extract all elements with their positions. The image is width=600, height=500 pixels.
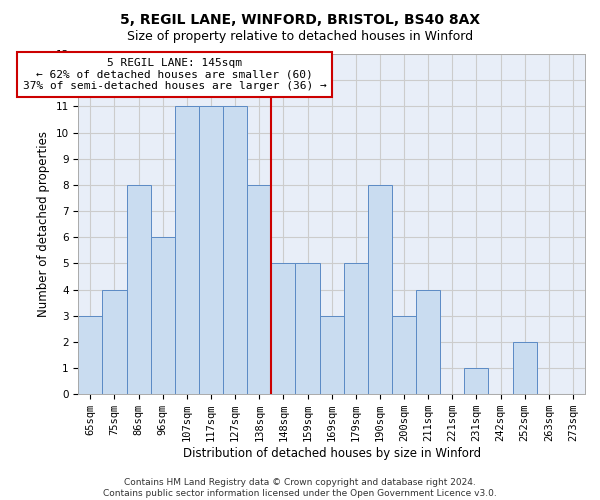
Bar bbox=[151, 237, 175, 394]
Text: 5, REGIL LANE, WINFORD, BRISTOL, BS40 8AX: 5, REGIL LANE, WINFORD, BRISTOL, BS40 8A… bbox=[120, 12, 480, 26]
Bar bbox=[416, 290, 440, 394]
Bar bbox=[199, 106, 223, 394]
Bar bbox=[512, 342, 537, 394]
Text: Size of property relative to detached houses in Winford: Size of property relative to detached ho… bbox=[127, 30, 473, 43]
Bar bbox=[103, 290, 127, 394]
Bar bbox=[79, 316, 103, 394]
Bar bbox=[320, 316, 344, 394]
Text: Contains HM Land Registry data © Crown copyright and database right 2024.
Contai: Contains HM Land Registry data © Crown c… bbox=[103, 478, 497, 498]
Bar bbox=[392, 316, 416, 394]
Bar bbox=[464, 368, 488, 394]
Bar bbox=[127, 185, 151, 394]
Bar bbox=[223, 106, 247, 394]
Bar bbox=[271, 264, 295, 394]
Bar bbox=[175, 106, 199, 394]
Bar bbox=[368, 185, 392, 394]
Text: 5 REGIL LANE: 145sqm
← 62% of detached houses are smaller (60)
37% of semi-detac: 5 REGIL LANE: 145sqm ← 62% of detached h… bbox=[23, 58, 326, 91]
Bar bbox=[247, 185, 271, 394]
Y-axis label: Number of detached properties: Number of detached properties bbox=[37, 131, 50, 317]
Bar bbox=[295, 264, 320, 394]
Bar bbox=[344, 264, 368, 394]
X-axis label: Distribution of detached houses by size in Winford: Distribution of detached houses by size … bbox=[182, 447, 481, 460]
